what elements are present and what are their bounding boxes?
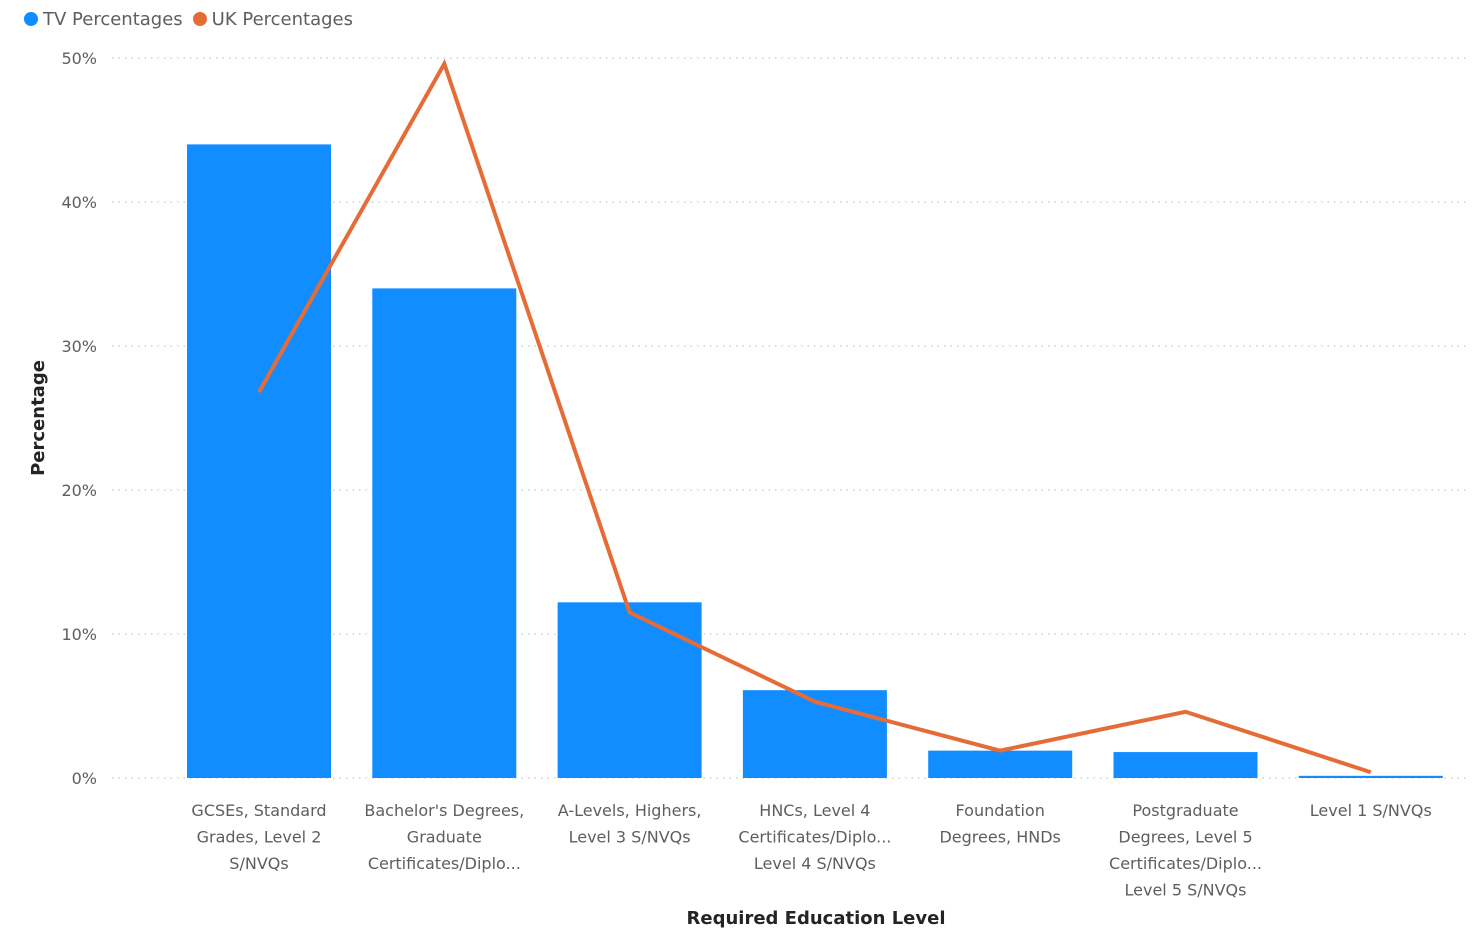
y-axis-title: Percentage [28, 360, 49, 476]
bar[interactable] [1113, 752, 1258, 778]
x-tick-label: HNCs, Level 4 Certificates/Diplo... Level … [738, 801, 891, 873]
legend-item-uk[interactable]: UK Percentages [192, 8, 354, 30]
y-tick-label: 20% [61, 481, 97, 500]
chart-legend: TV Percentages UK Percentages [24, 6, 363, 32]
y-tick-label: 40% [61, 193, 97, 212]
bar[interactable] [557, 602, 702, 778]
x-tick-label: Foundation Degrees, HNDs [939, 801, 1060, 847]
line-point[interactable] [441, 61, 447, 67]
series-line[interactable] [257, 58, 1372, 775]
x-axis-labels: GCSEs, Standard Grades, Level 2 S/NVQs Bach… [191, 801, 1431, 900]
legend-marker-tv [24, 12, 38, 26]
y-tick-label: 30% [61, 337, 97, 356]
x-tick-label: Postgraduate Degrees, Level 5 Certificates… [1109, 801, 1262, 900]
line-point[interactable] [1183, 709, 1189, 715]
x-tick-label: GCSEs, Standard Grades, Level 2 S/NVQs [191, 801, 326, 873]
bar[interactable] [1298, 775, 1443, 778]
bar[interactable] [928, 750, 1073, 778]
y-tick-label: 50% [61, 49, 97, 68]
legend-marker-uk [192, 12, 207, 26]
line-point[interactable] [997, 748, 1003, 754]
y-axis-ticks: 0% 10% 20% 30% 40% 50% [61, 49, 97, 788]
bar[interactable] [372, 288, 517, 778]
bar[interactable] [187, 144, 331, 778]
y-tick-label: 10% [61, 625, 97, 644]
line-point[interactable] [812, 699, 818, 705]
x-axis-title: Required Education Level [687, 908, 946, 928]
bars-tv [187, 144, 1443, 778]
legend-item-tv[interactable]: TV Percentages [24, 9, 183, 30]
y-tick-label: 0% [72, 769, 97, 788]
line-point[interactable] [627, 609, 633, 615]
legend-label-tv: TV Percentages [43, 8, 183, 30]
x-tick-label: Level 1 S/NVQs [1310, 801, 1432, 820]
line-uk [256, 58, 1374, 775]
line-point[interactable] [256, 389, 262, 395]
line-point[interactable] [1368, 769, 1374, 775]
legend-label-uk: UK Percentages [211, 8, 354, 30]
x-tick-label: Bachelor's Degrees, Graduate Certificates/… [364, 801, 524, 873]
bar[interactable] [742, 690, 887, 778]
x-tick-label: A-Levels, Highers, Level 3 S/NVQs [558, 801, 702, 847]
